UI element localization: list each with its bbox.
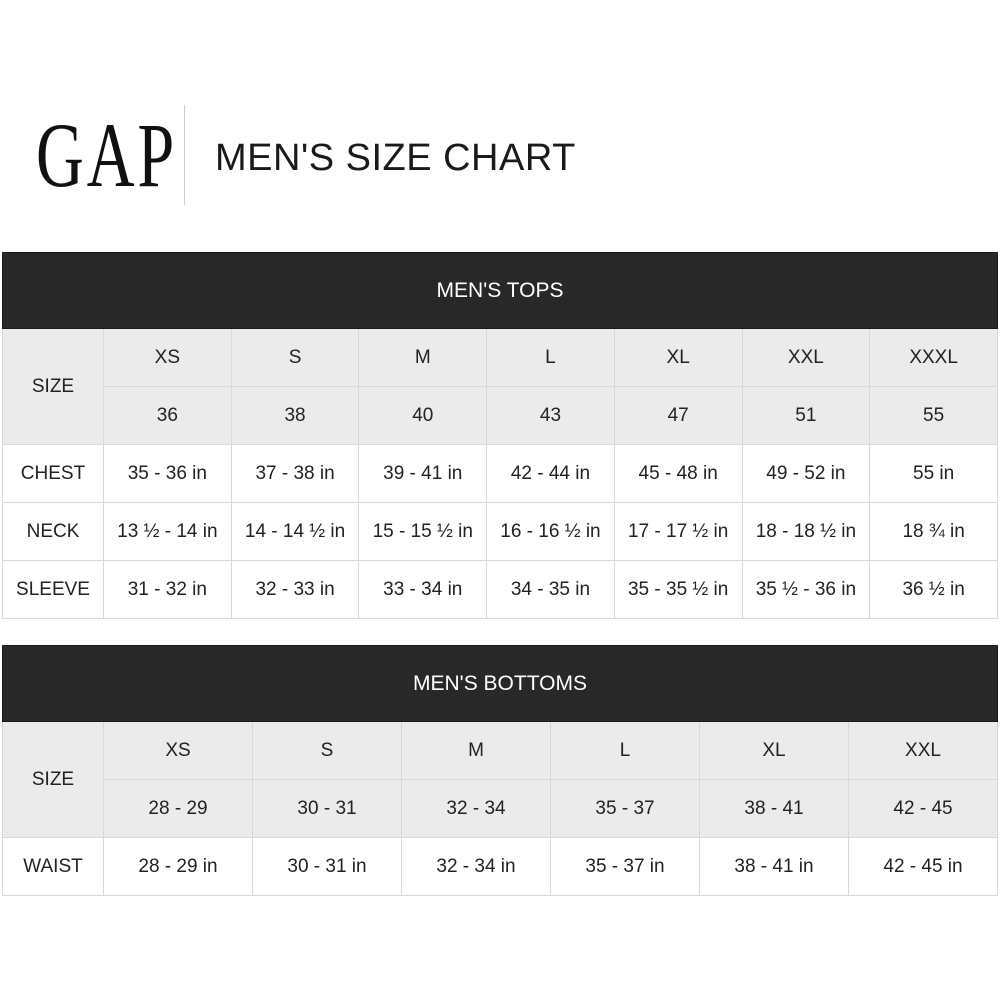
measurement-cell: 38 - 41 in — [699, 837, 849, 896]
size-number-cell: 42 - 45 — [848, 779, 998, 838]
size-cell: XXXL — [869, 328, 998, 387]
size-label: SIZE — [2, 328, 104, 445]
measurement-cell: 32 - 33 in — [230, 560, 360, 619]
gap-logo: GAP — [36, 104, 178, 206]
measurement-cell: 18 - 18 ½ in — [741, 502, 871, 561]
table-row: SLEEVE 31 - 32 in 32 - 33 in 33 - 34 in 34 -… — [2, 560, 998, 619]
size-number-cell: 32 - 34 — [401, 779, 551, 838]
measurement-cell: 32 - 34 in — [401, 837, 551, 896]
size-cell: XL — [699, 721, 849, 780]
size-cell: L — [486, 328, 615, 387]
mens-tops-table: MEN'S TOPS SIZE XS S M L XL XXL XXXL 36 38 40 43 47… — [2, 252, 998, 619]
measurement-cell: 37 - 38 in — [230, 444, 360, 503]
measurement-cell: 30 - 31 in — [252, 837, 402, 896]
size-number-cell: 28 - 29 — [103, 779, 253, 838]
measurement-cell: 39 - 41 in — [358, 444, 488, 503]
size-cell: S — [230, 328, 360, 387]
size-cell: XS — [103, 328, 232, 387]
size-cell: M — [401, 721, 551, 780]
size-cell: XL — [613, 328, 743, 387]
measurement-cell: 31 - 32 in — [103, 560, 232, 619]
size-label: SIZE — [2, 721, 104, 838]
measurement-cell: 15 - 15 ½ in — [358, 502, 488, 561]
size-number-cell: 38 — [230, 386, 360, 445]
measurement-cell: 14 - 14 ½ in — [230, 502, 360, 561]
measurement-cell: 35 - 35 ½ in — [613, 560, 743, 619]
measurement-cell: 16 - 16 ½ in — [486, 502, 615, 561]
row-label: SLEEVE — [2, 560, 104, 619]
size-number-cell: 51 — [741, 386, 871, 445]
page-title: MEN'S SIZE CHART — [215, 137, 576, 179]
table-row: CHEST 35 - 36 in 37 - 38 in 39 - 41 in 42 - … — [2, 444, 998, 503]
header-divider — [184, 105, 185, 205]
size-number-cell: 47 — [613, 386, 743, 445]
measurement-cell: 42 - 45 in — [848, 837, 998, 896]
measurement-cell: 42 - 44 in — [486, 444, 615, 503]
size-cell: L — [550, 721, 700, 780]
measurement-cell: 18 ¾ in — [869, 502, 998, 561]
mens-bottoms-table: MEN'S BOTTOMS SIZE XS S M L XL XXL 28 - 29 30 -… — [2, 645, 998, 896]
size-number-cell: 40 — [358, 386, 488, 445]
measurement-cell: 13 ½ - 14 in — [103, 502, 232, 561]
measurement-cell: 33 - 34 in — [358, 560, 488, 619]
measurement-cell: 35 ½ - 36 in — [741, 560, 871, 619]
table-row: WAIST 28 - 29 in 30 - 31 in 32 - 34 in 35 - … — [2, 837, 998, 896]
size-cell: S — [252, 721, 402, 780]
measurement-cell: 17 - 17 ½ in — [613, 502, 743, 561]
bottoms-heading: MEN'S BOTTOMS — [2, 645, 998, 722]
row-label: CHEST — [2, 444, 104, 503]
measurement-cell: 35 - 36 in — [103, 444, 232, 503]
row-label: WAIST — [2, 837, 104, 896]
size-cell: XS — [103, 721, 253, 780]
measurement-cell: 49 - 52 in — [741, 444, 871, 503]
measurement-cell: 34 - 35 in — [486, 560, 615, 619]
measurement-cell: 35 - 37 in — [550, 837, 700, 896]
measurement-cell: 55 in — [869, 444, 998, 503]
size-number-cell: 55 — [869, 386, 998, 445]
table-row: NECK 13 ½ - 14 in 14 - 14 ½ in 15 - 15 ½ in… — [2, 502, 998, 561]
size-number-cell: 38 - 41 — [699, 779, 849, 838]
row-label: NECK — [2, 502, 104, 561]
measurement-cell: 28 - 29 in — [103, 837, 253, 896]
size-number-cell: 30 - 31 — [252, 779, 402, 838]
size-cell: XXL — [741, 328, 871, 387]
size-number-cell: 35 - 37 — [550, 779, 700, 838]
measurement-cell: 45 - 48 in — [613, 444, 743, 503]
measurement-cell: 36 ½ in — [869, 560, 998, 619]
size-number-cell: 36 — [103, 386, 232, 445]
size-cell: M — [358, 328, 488, 387]
size-cell: XXL — [848, 721, 998, 780]
tops-heading: MEN'S TOPS — [2, 252, 998, 329]
size-number-cell: 43 — [486, 386, 615, 445]
